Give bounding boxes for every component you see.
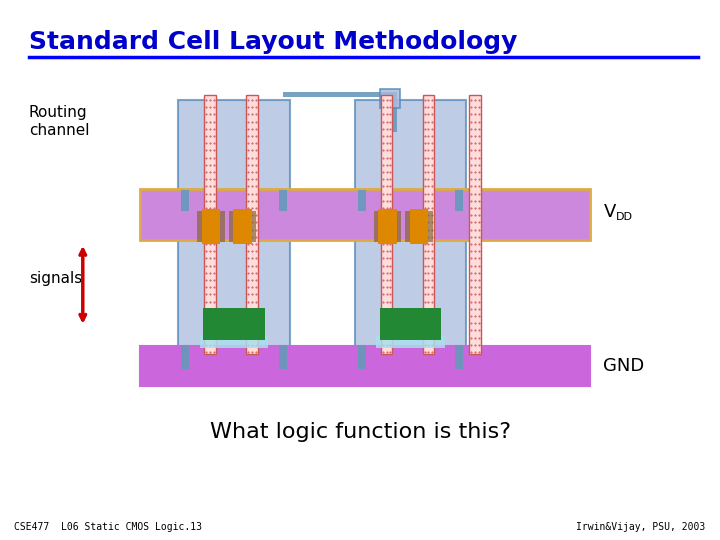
FancyBboxPatch shape bbox=[374, 211, 401, 242]
FancyBboxPatch shape bbox=[358, 190, 366, 211]
FancyBboxPatch shape bbox=[179, 100, 289, 208]
FancyBboxPatch shape bbox=[358, 345, 366, 369]
Text: What logic function is this?: What logic function is this? bbox=[210, 422, 510, 442]
FancyBboxPatch shape bbox=[381, 94, 392, 354]
FancyBboxPatch shape bbox=[279, 190, 287, 211]
Text: DD: DD bbox=[616, 212, 634, 222]
FancyBboxPatch shape bbox=[233, 209, 252, 244]
Text: Routing
channel: Routing channel bbox=[29, 105, 89, 138]
FancyBboxPatch shape bbox=[423, 94, 434, 354]
FancyBboxPatch shape bbox=[455, 190, 463, 211]
FancyBboxPatch shape bbox=[229, 211, 256, 242]
FancyBboxPatch shape bbox=[376, 336, 444, 348]
FancyBboxPatch shape bbox=[279, 345, 287, 369]
FancyBboxPatch shape bbox=[455, 345, 463, 369]
FancyBboxPatch shape bbox=[389, 91, 397, 132]
FancyBboxPatch shape bbox=[197, 211, 225, 242]
FancyBboxPatch shape bbox=[354, 235, 467, 348]
FancyBboxPatch shape bbox=[246, 94, 258, 354]
FancyBboxPatch shape bbox=[380, 308, 441, 340]
FancyBboxPatch shape bbox=[410, 209, 428, 244]
FancyBboxPatch shape bbox=[378, 209, 397, 244]
FancyBboxPatch shape bbox=[181, 190, 189, 211]
Text: signals: signals bbox=[29, 271, 82, 286]
FancyBboxPatch shape bbox=[204, 94, 216, 354]
FancyBboxPatch shape bbox=[181, 345, 189, 369]
FancyBboxPatch shape bbox=[405, 211, 433, 242]
Text: Standard Cell Layout Methodology: Standard Cell Layout Methodology bbox=[29, 30, 517, 53]
FancyBboxPatch shape bbox=[380, 89, 400, 108]
FancyBboxPatch shape bbox=[204, 308, 265, 340]
Text: GND: GND bbox=[603, 357, 644, 375]
Text: CSE477  L06 Static CMOS Logic.13: CSE477 L06 Static CMOS Logic.13 bbox=[14, 522, 202, 532]
FancyBboxPatch shape bbox=[354, 100, 467, 208]
FancyBboxPatch shape bbox=[202, 209, 220, 244]
FancyBboxPatch shape bbox=[179, 235, 289, 348]
FancyBboxPatch shape bbox=[283, 91, 397, 97]
Text: Irwin&Vijay, PSU, 2003: Irwin&Vijay, PSU, 2003 bbox=[576, 522, 706, 532]
Text: V: V bbox=[603, 203, 616, 221]
FancyBboxPatch shape bbox=[140, 346, 590, 386]
FancyBboxPatch shape bbox=[200, 336, 269, 348]
FancyBboxPatch shape bbox=[140, 189, 590, 240]
FancyBboxPatch shape bbox=[469, 94, 481, 354]
